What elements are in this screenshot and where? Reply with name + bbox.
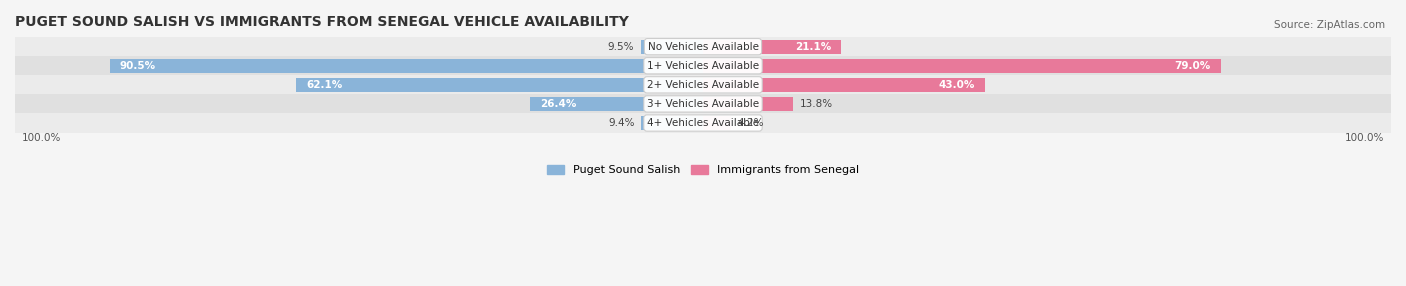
Bar: [703, 59, 1220, 73]
Legend: Puget Sound Salish, Immigrants from Senegal: Puget Sound Salish, Immigrants from Sene…: [543, 160, 863, 180]
Bar: [0, 114, 1406, 132]
Bar: [703, 116, 731, 130]
Text: 21.1%: 21.1%: [796, 42, 831, 52]
Text: 79.0%: 79.0%: [1174, 61, 1211, 71]
Bar: [703, 40, 841, 53]
Text: 26.4%: 26.4%: [540, 99, 576, 109]
Text: No Vehicles Available: No Vehicles Available: [648, 42, 758, 52]
Bar: [703, 97, 793, 111]
Bar: [110, 59, 703, 73]
Text: 62.1%: 62.1%: [307, 80, 342, 90]
Text: 9.4%: 9.4%: [609, 118, 636, 128]
Bar: [530, 97, 703, 111]
Text: 43.0%: 43.0%: [939, 80, 974, 90]
Text: 90.5%: 90.5%: [120, 61, 156, 71]
Bar: [0, 37, 1406, 56]
Bar: [297, 78, 703, 92]
Text: PUGET SOUND SALISH VS IMMIGRANTS FROM SENEGAL VEHICLE AVAILABILITY: PUGET SOUND SALISH VS IMMIGRANTS FROM SE…: [15, 15, 628, 29]
Text: Source: ZipAtlas.com: Source: ZipAtlas.com: [1274, 20, 1385, 30]
Bar: [0, 75, 1406, 94]
Bar: [0, 56, 1406, 75]
Text: 3+ Vehicles Available: 3+ Vehicles Available: [647, 99, 759, 109]
Text: 2+ Vehicles Available: 2+ Vehicles Available: [647, 80, 759, 90]
Bar: [641, 40, 703, 53]
Bar: [641, 116, 703, 130]
Text: 4.2%: 4.2%: [737, 118, 763, 128]
Text: 100.0%: 100.0%: [1346, 132, 1385, 142]
Bar: [0, 94, 1406, 114]
Text: 100.0%: 100.0%: [21, 132, 60, 142]
Text: 9.5%: 9.5%: [607, 42, 634, 52]
Text: 4+ Vehicles Available: 4+ Vehicles Available: [647, 118, 759, 128]
Text: 13.8%: 13.8%: [800, 99, 834, 109]
Bar: [703, 78, 984, 92]
Text: 1+ Vehicles Available: 1+ Vehicles Available: [647, 61, 759, 71]
